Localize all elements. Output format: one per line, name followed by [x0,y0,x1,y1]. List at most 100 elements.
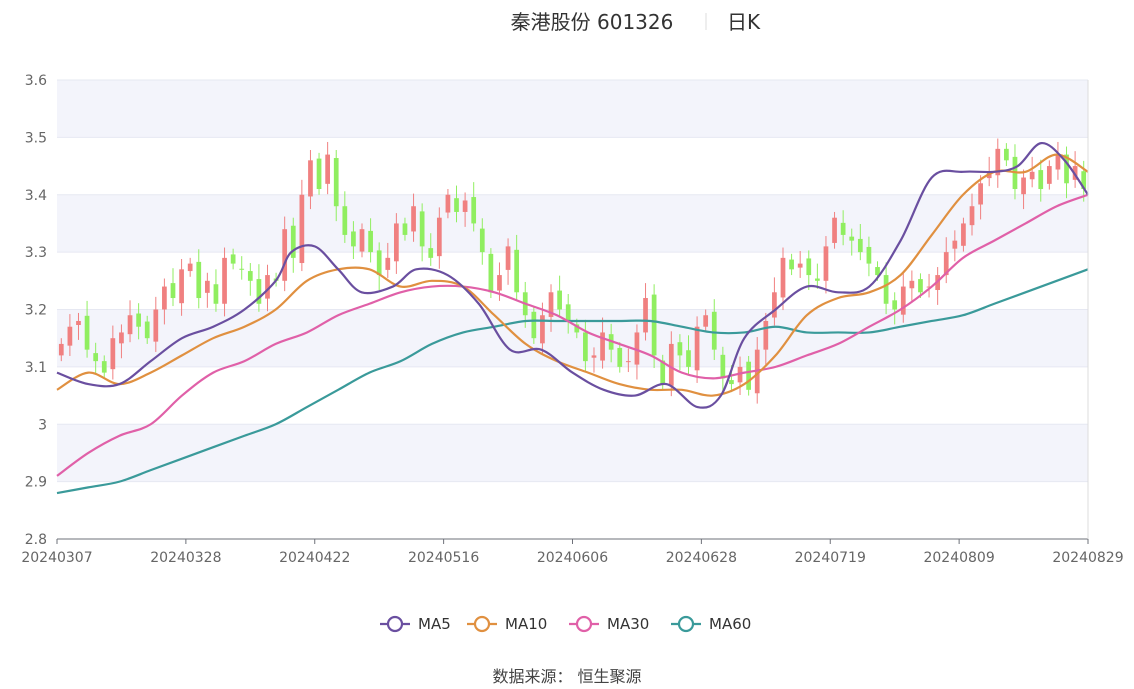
y-tick-label: 3 [38,417,47,433]
candle [677,334,683,371]
ma60-line [56,268,1089,495]
candle-body [1046,166,1052,184]
candle [316,152,322,195]
candle [290,217,296,273]
candle-body [772,292,777,318]
candle-body [926,286,932,288]
candle [961,217,966,252]
candle-body [144,321,150,339]
data-source: 数据来源： 恒生聚源 [492,667,641,686]
candle [1072,151,1078,188]
candle [703,309,709,333]
candle-body [531,311,537,339]
candle [385,242,391,278]
candle-body [436,217,442,257]
candle-body [471,197,477,224]
candle [84,300,90,358]
y-tick-label: 3.5 [25,130,47,146]
candle-body [136,313,141,327]
chart-header: 秦港股份 601326 日K [511,10,761,34]
candle [76,312,81,340]
candle-body [385,257,391,270]
candle [419,203,425,262]
candle-body [806,258,812,276]
candle [772,277,777,326]
legend-item-ma60[interactable]: MA60 [671,615,751,633]
candle [557,275,562,318]
candle [857,224,863,261]
y-tick-label: 3.4 [25,188,47,204]
candle [101,355,107,379]
candle [746,355,751,396]
candle [265,264,270,312]
candle-body [119,332,124,344]
candle-body [153,309,159,342]
chart-grid [57,79,1088,540]
candle-body [402,223,408,235]
candle-body [222,257,227,304]
candle [153,296,159,352]
candle-body [162,286,167,310]
candle [127,300,133,343]
x-tick-label: 20240829 [1052,550,1123,566]
y-axis: 2.8 2.9 3 3.1 3.2 3.3 3.4 3.5 3.6 [25,73,47,548]
candle [540,302,545,354]
candle-body [351,231,356,247]
candle [402,217,408,241]
x-tick-label: 20240809 [923,550,994,566]
candle-body [1064,154,1069,184]
candle [634,324,640,380]
candle [548,284,554,332]
x-tick-label: 20240606 [537,550,608,566]
grid-band [57,424,1088,482]
candle-body [58,343,64,356]
candle-body [101,361,107,373]
ma10-line [56,153,1089,397]
candle [1029,156,1035,188]
candle [943,237,949,284]
candle-body [1029,171,1035,180]
candle-body [93,353,99,362]
moving-average-lines [56,142,1089,495]
candle-body [969,206,975,226]
y-tick-label: 2.9 [25,475,47,491]
legend-label: MA60 [709,615,751,633]
legend-item-ma5[interactable]: MA5 [380,615,451,633]
legend-item-ma30[interactable]: MA30 [569,615,649,633]
candle [479,218,485,265]
candle-body [1038,170,1044,190]
candle [600,317,605,369]
candle-body [789,259,794,270]
candle [643,283,648,341]
candle [247,263,253,296]
legend-marker [677,615,695,633]
candle-body [814,278,820,281]
candle [1038,159,1044,202]
candle [436,207,442,269]
candle-body [342,206,348,235]
candle-body [428,248,434,258]
candle-body [617,347,623,367]
grid-band [57,194,1088,253]
x-tick-label: 20240328 [150,550,221,566]
legend-label: MA30 [607,615,649,633]
x-tick-label: 20240307 [21,550,92,566]
x-tick-label: 20240422 [279,550,350,566]
candle [866,236,872,277]
legend-item-ma10[interactable]: MA10 [467,615,547,633]
candle [806,250,812,290]
candle-body [694,326,700,371]
candle [368,218,373,263]
candle-body [600,332,605,361]
candle [840,210,846,246]
candle-body [454,198,459,212]
candle [342,191,348,243]
candle-body [703,315,709,327]
candle-body [909,280,915,289]
candle [179,259,184,316]
legend-label: MA5 [418,615,451,633]
candle-body [720,354,726,379]
candle [411,193,416,242]
y-tick-label: 3.6 [25,73,47,89]
candle [222,247,227,317]
